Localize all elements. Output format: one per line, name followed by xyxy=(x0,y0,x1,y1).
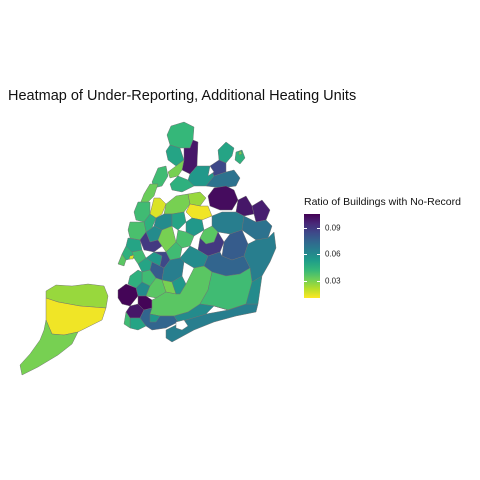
region-si-south xyxy=(19,319,79,376)
region-qn-flushing xyxy=(207,185,239,211)
region-qn-littleneck xyxy=(251,199,271,223)
region-qn-elmhurst xyxy=(171,211,187,231)
jamaica-bay-inlet xyxy=(175,319,189,331)
legend-tick-label: 0.06 xyxy=(325,249,341,259)
region-bk-boropark xyxy=(117,283,139,307)
legend-colorbar xyxy=(304,214,320,298)
legend-title: Ratio of Buildings with No-Record xyxy=(304,196,461,208)
region-bk-gravesend xyxy=(123,311,131,329)
region-qn-astoria xyxy=(238,150,243,156)
region-mn-fidi xyxy=(117,253,127,267)
region-qn-astoria xyxy=(163,193,191,215)
region-mn-inwood xyxy=(151,165,169,189)
region-bk-canarsie xyxy=(213,275,263,311)
region-bk-sheepshead xyxy=(149,313,161,323)
region-bx-riverdale xyxy=(166,121,195,149)
region-qn-bayside xyxy=(235,195,255,217)
region-mn-harlem xyxy=(128,254,135,260)
region-qn-laguardia xyxy=(187,191,207,207)
legend-tick-label: 0.03 xyxy=(325,276,341,285)
region-qn-glenoaks xyxy=(241,215,273,241)
region-bx-southbronx xyxy=(169,175,195,193)
bronx-notch xyxy=(207,165,215,177)
region-bx-soundview xyxy=(205,169,241,189)
region-qn-jackheights xyxy=(185,203,213,221)
map-title: Heatmap of Under-Reporting, Additional H… xyxy=(8,88,357,104)
region-bx-pelham xyxy=(234,149,246,165)
legend-tick-label: 0.09 xyxy=(325,223,341,233)
region-bx-coop xyxy=(217,141,235,164)
